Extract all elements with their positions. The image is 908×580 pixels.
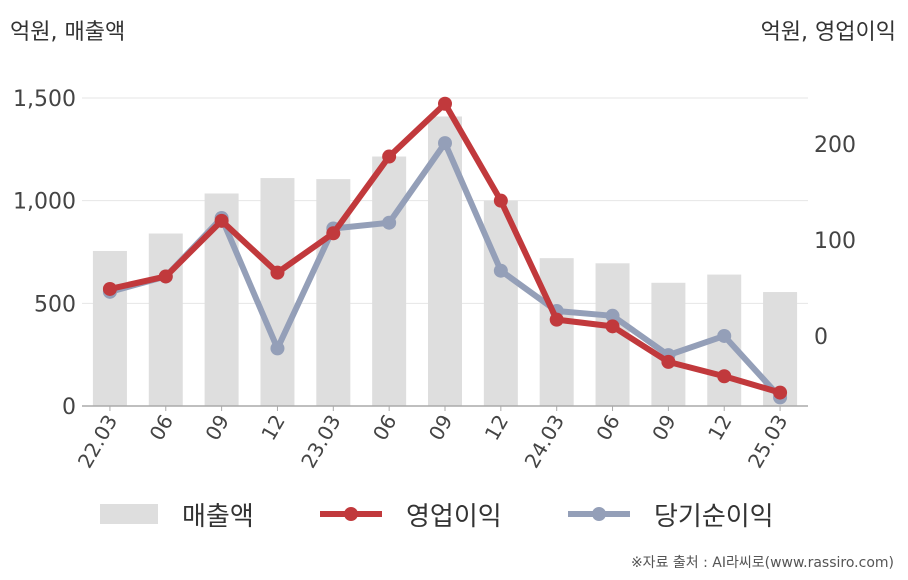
operating-profit-point	[382, 149, 397, 164]
x-tick-label: 12	[480, 411, 514, 445]
revenue-bar	[483, 200, 518, 406]
x-tick-label: 25.03	[743, 411, 792, 473]
left-tick-label: 0	[62, 395, 76, 420]
x-tick-label: 22.03	[73, 411, 122, 473]
legend: 매출액 영업이익 당기순이익	[0, 492, 908, 536]
legend-label-revenue: 매출액	[182, 501, 254, 532]
x-tick-label: 12	[256, 411, 290, 445]
operating-profit-point	[717, 369, 732, 384]
legend-label-operating: 영업이익	[406, 501, 502, 532]
x-tick-label: 09	[647, 411, 681, 445]
x-tick-label: 09	[200, 411, 234, 445]
x-tick-label: 06	[145, 411, 179, 445]
x-tick-label: 23.03	[296, 411, 345, 473]
left-tick-label: 1,500	[13, 87, 76, 112]
right-axis-unit: 억원, 영업이익	[760, 20, 896, 45]
profit-lines	[102, 96, 788, 405]
operating-profit-point	[326, 226, 341, 241]
legend-item-net: 당기순이익	[566, 492, 774, 536]
x-tick-label: 06	[368, 411, 402, 445]
net-income-point	[270, 341, 285, 356]
operating-profit-point	[438, 96, 452, 111]
legend-swatch-operating-line	[320, 507, 382, 521]
operating-profit-point	[605, 319, 620, 334]
net-income-point	[493, 263, 508, 278]
operating-profit-point	[270, 265, 285, 280]
right-tick-label: 100	[814, 229, 856, 254]
legend-swatch-net-line	[568, 507, 630, 521]
operating-profit-point	[493, 193, 508, 208]
net-income-point	[438, 136, 452, 151]
revenue-bar	[539, 258, 574, 406]
revenue-bar	[372, 156, 407, 406]
legend-label-net: 당기순이익	[654, 501, 774, 532]
operating-profit-point	[661, 354, 676, 369]
legend-swatch-bar	[100, 504, 158, 524]
right-tick-label: 0	[814, 325, 828, 350]
left-axis-unit: 억원, 매출액	[10, 20, 126, 45]
source-note: ※자료 출처 : AI라씨로(www.rassiro.com)	[630, 555, 894, 571]
operating-profit-point	[773, 385, 788, 400]
legend-item-operating: 영업이익	[318, 492, 502, 536]
x-tick-label: 12	[703, 411, 737, 445]
right-tick-label: 200	[814, 133, 856, 158]
net-income-point	[717, 328, 732, 343]
operating-profit-point	[102, 281, 117, 296]
net-income-point	[382, 215, 397, 230]
legend-item-revenue: 매출액	[100, 492, 254, 536]
revenue-bar	[148, 233, 183, 406]
x-tick-label: 06	[591, 411, 625, 445]
left-tick-label: 500	[34, 292, 76, 317]
revenue-bar	[260, 178, 295, 406]
revenue-bars	[92, 116, 798, 406]
x-tick-label: 09	[424, 411, 458, 445]
net-income-point	[605, 308, 620, 323]
x-tick-label: 24.03	[520, 411, 569, 473]
operating-profit-point	[158, 269, 173, 284]
operating-profit-point	[549, 312, 564, 327]
operating-profit-point	[214, 213, 229, 228]
left-tick-label: 1,000	[13, 190, 76, 215]
revenue-bar	[92, 250, 127, 406]
axes	[82, 405, 808, 411]
